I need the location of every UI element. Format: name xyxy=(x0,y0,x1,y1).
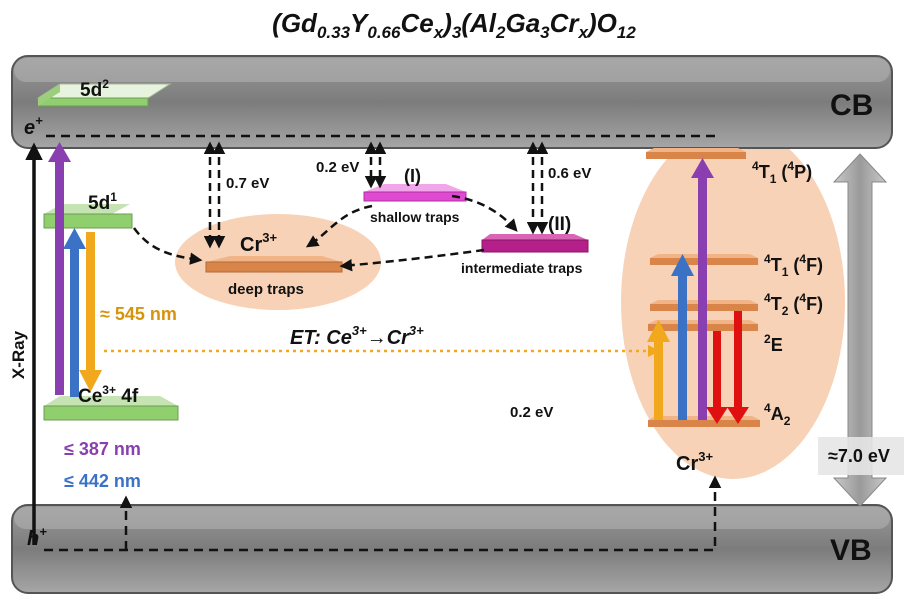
ce-4f-level xyxy=(43,396,179,421)
shallow-trap-id: (I) xyxy=(404,166,421,186)
deep-trap-level xyxy=(205,256,343,273)
band-gap-arrow xyxy=(832,153,888,507)
formula-text: Ga xyxy=(505,8,540,38)
formula-subscript: 3 xyxy=(540,23,550,42)
shallow-trap-label: shallow traps xyxy=(370,209,460,225)
blue-excitation-arrow xyxy=(63,228,86,397)
cr-red-arrow-2 xyxy=(727,311,749,424)
cr-t1p-level xyxy=(646,148,746,159)
intermediate-trap-id: (II) xyxy=(548,214,571,235)
intermediate-trap-depth: 0.6 eV xyxy=(548,165,591,182)
ce-5d1-label: 5d1 xyxy=(88,190,117,214)
ce-to-deep-trap-arrow xyxy=(132,227,203,265)
cr-t1p-label: 4T1 (4P) xyxy=(752,159,812,186)
intermediate-to-deep-arrow xyxy=(339,248,485,272)
xray-label: X-Ray xyxy=(9,330,28,379)
formula-subscript: 0.66 xyxy=(367,23,401,42)
violet-excitation-arrow xyxy=(48,142,71,395)
cr-blue-arrow xyxy=(671,254,694,420)
extra-depth-label: 0.2 eV xyxy=(510,404,553,421)
vb-label: VB xyxy=(830,534,872,567)
formula-subscript: x xyxy=(433,23,445,42)
formula-text: Y xyxy=(350,8,370,38)
formula-subscript: 3 xyxy=(452,23,462,42)
formula-text: ) xyxy=(440,8,452,38)
energy-transfer-label: ET: Ce3+→Cr3+ xyxy=(290,323,424,349)
formula-text: )O xyxy=(585,8,617,38)
cb-label: CB xyxy=(830,89,873,122)
intermediate-trap-level xyxy=(481,234,589,253)
shallow-to-deep-arrow xyxy=(305,204,373,248)
ce-5d2-label: 5d2 xyxy=(80,77,109,101)
band-gap-label-box xyxy=(818,437,904,475)
shallow-trap-level xyxy=(363,184,467,202)
deep-trap-ion-label: Cr3+ xyxy=(240,230,277,256)
shallow-trap-depth: 0.2 eV xyxy=(316,159,359,176)
deep-trap-depth: 0.7 eV xyxy=(226,175,269,192)
electron-label: e+ xyxy=(24,113,43,139)
ce-4f-label: Ce3+ 4f xyxy=(78,383,139,407)
cr-violet-arrow xyxy=(691,158,714,420)
formula-subscript: 2 xyxy=(495,23,506,42)
cr-4a2-label: 4A2 xyxy=(764,401,791,428)
formula-subscript: 12 xyxy=(617,23,636,42)
cr-t2f-label: 4T2 (4F) xyxy=(764,291,823,318)
cr-ion-label: Cr3+ xyxy=(676,449,713,475)
ce-5d2-level xyxy=(36,83,172,107)
cr-t1f-label: 4T1 (4F) xyxy=(764,252,823,279)
formula-subscript: 0.33 xyxy=(317,23,351,42)
blue-excitation-label: ≤ 442 nm xyxy=(64,471,141,491)
deep-trap-label: deep traps xyxy=(228,281,304,298)
formula-subscript: x xyxy=(578,23,590,42)
formula-text: (Gd xyxy=(272,8,318,38)
intermediate-trap-label: intermediate traps xyxy=(461,260,583,276)
compound-formula: (Gd0.33Y0.66Cex)3(Al2Ga3Crx)O12 xyxy=(272,8,636,42)
formula-text: Cr xyxy=(550,8,581,38)
ce-5d1-level xyxy=(43,204,133,229)
shallow-to-intermediate-arrow xyxy=(451,194,518,232)
band-gap-label: ≈7.0 eV xyxy=(828,446,890,466)
cr-2e-label: 2E xyxy=(764,332,783,355)
emission-wavelength: ≈ 545 nm xyxy=(100,304,177,324)
ce-emission-arrow xyxy=(79,232,102,392)
formula-text: Ce xyxy=(400,8,433,38)
formula-text: (Al xyxy=(461,8,496,38)
conduction-band xyxy=(11,55,893,149)
violet-excitation-label: ≤ 387 nm xyxy=(64,439,141,459)
cr-orange-arrow xyxy=(647,320,670,420)
cr-red-arrow-1 xyxy=(706,331,728,424)
